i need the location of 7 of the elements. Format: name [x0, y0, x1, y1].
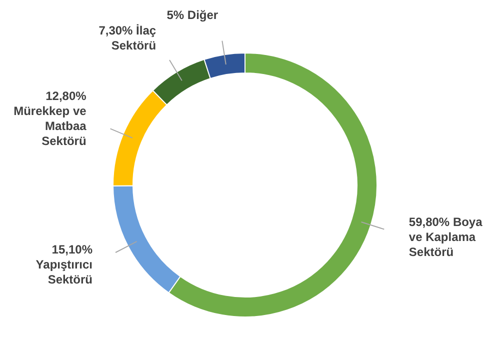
slice-label: Mürekkep ve Matbaa Sektörü: [14, 104, 87, 148]
slice-label: Yapıştırıcı Sektörü: [36, 258, 92, 287]
slice-label: 5% Diğer: [166, 8, 218, 22]
slice-label: 59,80% Boya ve Kaplama Sektörü: [408, 215, 483, 260]
data-label: 15,10%: [52, 242, 93, 257]
slice-label: 7,30% İlaç Sektörü: [98, 23, 156, 52]
data-label: 12,80%: [46, 89, 87, 104]
